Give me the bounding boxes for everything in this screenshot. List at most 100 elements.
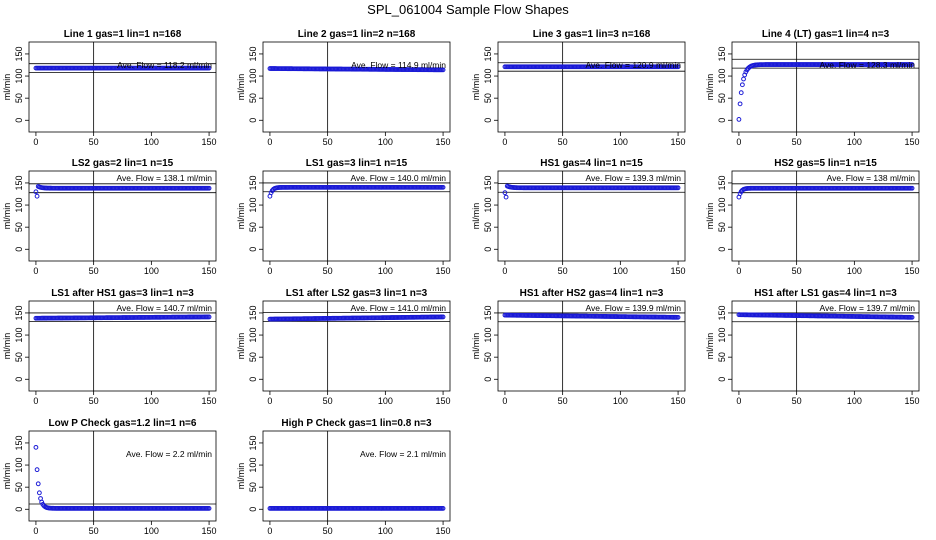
y-tick-label: 150 — [248, 46, 258, 61]
y-tick-label: 100 — [717, 69, 727, 84]
x-tick-label: 50 — [89, 137, 99, 147]
y-axis-label: ml/min — [705, 203, 715, 230]
y-tick-label: 150 — [248, 435, 258, 450]
x-tick-label: 50 — [323, 137, 333, 147]
plot-frame — [28, 170, 217, 262]
x-tick-label: 50 — [89, 526, 99, 536]
data-point — [34, 467, 40, 473]
chart-title: LS1 after HS1 gas=3 lin=1 n=3 — [51, 288, 194, 299]
x-tick-label: 100 — [847, 137, 862, 147]
y-axis-label: ml/min — [705, 74, 715, 101]
x-tick-label: 0 — [267, 266, 272, 276]
y-tick-label: 0 — [14, 118, 24, 123]
y-tick-label: 100 — [14, 198, 24, 213]
chart-title: HS1 gas=4 lin=1 n=15 — [540, 158, 643, 169]
y-tick-label: 100 — [14, 328, 24, 343]
y-axis-label: ml/min — [236, 333, 246, 360]
plot-frame — [497, 300, 686, 392]
average-flow-annotation: Ave. Flow = 2.2 ml/min — [126, 449, 212, 459]
x-tick-label: 50 — [792, 137, 802, 147]
y-tick-label: 150 — [14, 175, 24, 190]
x-tick-label: 150 — [905, 396, 920, 406]
chart-panel-5: LS2 gas=2 lin=1 n=15 0 50 100 150 0 50 100 150 ml… — [2, 158, 217, 276]
y-tick-label: 50 — [248, 482, 258, 492]
y-axis-label: ml/min — [2, 333, 12, 360]
y-axis-label: ml/min — [2, 463, 12, 490]
average-flow-annotation: Ave. Flow = 139.7 ml/min — [819, 303, 915, 313]
average-flow-annotation: Ave. Flow = 2.1 ml/min — [360, 449, 446, 459]
chart-panel-13: Low P Check gas=1.2 lin=1 n=6 0 50 100 150 0 5… — [2, 418, 217, 536]
x-tick-label: 0 — [502, 396, 507, 406]
x-tick-label: 100 — [613, 266, 628, 276]
y-tick-label: 0 — [248, 118, 258, 123]
average-flow-annotation: Ave. Flow = 118.2 ml/min — [117, 60, 212, 70]
x-tick-label: 100 — [613, 396, 628, 406]
chart-panel-12: HS1 after LS1 gas=4 lin=1 n=3 0 50 100 150 0 5… — [705, 288, 920, 406]
plot-frame — [262, 430, 451, 522]
y-tick-label: 0 — [483, 377, 493, 382]
y-tick-label: 0 — [14, 247, 24, 252]
x-tick-label: 0 — [502, 137, 507, 147]
y-tick-label: 150 — [248, 305, 258, 320]
data-point — [34, 193, 40, 199]
data-point — [503, 194, 509, 200]
y-tick-label: 0 — [14, 507, 24, 512]
x-tick-label: 0 — [502, 266, 507, 276]
data-point — [909, 185, 915, 191]
y-tick-label: 50 — [14, 352, 24, 362]
y-tick-label: 150 — [483, 46, 493, 61]
y-tick-label: 150 — [717, 305, 727, 320]
x-tick-label: 100 — [378, 137, 393, 147]
data-point — [33, 189, 39, 195]
x-tick-label: 150 — [671, 396, 686, 406]
data-point — [741, 76, 746, 82]
y-tick-label: 50 — [717, 93, 727, 103]
chart-panel-2: Line 2 gas=1 lin=2 n=168 0 50 100 150 0 50 100 1… — [236, 29, 451, 147]
data-point — [502, 190, 508, 196]
y-tick-label: 150 — [14, 46, 24, 61]
x-tick-label: 50 — [792, 266, 802, 276]
data-point — [675, 64, 681, 70]
x-tick-label: 150 — [671, 266, 686, 276]
data-point — [737, 101, 743, 107]
x-tick-label: 0 — [736, 266, 741, 276]
data-point — [206, 314, 212, 320]
data-point — [675, 314, 681, 320]
y-tick-label: 100 — [248, 198, 258, 213]
y-axis-label: ml/min — [2, 74, 12, 101]
chart-panel-14: High P Check gas=1 lin=0.8 n=3 0 50 100 150 0… — [236, 418, 451, 536]
x-tick-label: 0 — [33, 396, 38, 406]
x-tick-label: 150 — [436, 137, 451, 147]
plot-frame — [262, 41, 451, 133]
data-point — [206, 505, 212, 511]
data-point — [36, 490, 42, 496]
y-tick-label: 100 — [483, 328, 493, 343]
x-tick-label: 0 — [736, 137, 741, 147]
y-tick-label: 50 — [14, 93, 24, 103]
x-tick-label: 50 — [323, 396, 333, 406]
x-tick-label: 0 — [33, 137, 38, 147]
data-point — [738, 90, 744, 96]
chart-title: Line 1 gas=1 lin=1 n=168 — [64, 29, 182, 40]
y-tick-label: 0 — [717, 377, 727, 382]
data-point — [206, 65, 212, 71]
y-axis-label: ml/min — [2, 203, 12, 230]
plot-frame — [497, 170, 686, 262]
chart-title: HS2 gas=5 lin=1 n=15 — [774, 158, 877, 169]
x-tick-label: 0 — [33, 526, 38, 536]
x-tick-label: 50 — [323, 266, 333, 276]
x-tick-label: 100 — [144, 526, 159, 536]
y-tick-label: 100 — [483, 69, 493, 84]
plot-frame — [262, 300, 451, 392]
data-point — [206, 185, 212, 191]
chart-panel-6: LS1 gas=3 lin=1 n=15 0 50 100 150 0 50 100 150 ml… — [236, 158, 451, 276]
x-tick-label: 0 — [267, 137, 272, 147]
data-point — [675, 185, 681, 191]
average-flow-annotation: Ave. Flow = 138 ml/min — [827, 173, 916, 183]
y-tick-label: 100 — [248, 69, 258, 84]
y-axis-label: ml/min — [471, 203, 481, 230]
x-tick-label: 100 — [847, 266, 862, 276]
data-point — [736, 116, 742, 122]
y-tick-label: 50 — [483, 222, 493, 232]
y-tick-label: 150 — [483, 305, 493, 320]
